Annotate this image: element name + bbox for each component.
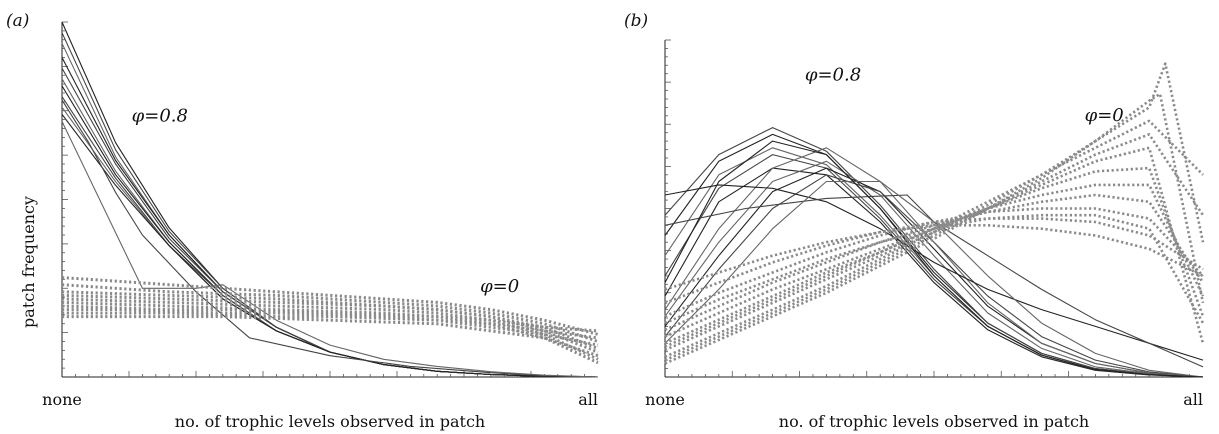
series-line-a-8 [61,106,599,378]
series-line-b-22 [664,133,1205,362]
series-line-a-11 [61,121,599,378]
series-line-b-1 [664,154,1204,378]
series-line-b-23 [664,119,1204,348]
series-line-b-12 [664,140,1204,378]
series-line-a-10 [61,99,599,378]
series-line-b-16 [664,166,1205,345]
series-line-b-10 [664,194,1204,368]
panel-label-a: (a) [6,11,29,31]
series-line-a-20 [62,311,599,347]
series-line-b-21 [664,224,1204,291]
series-line-a-9 [61,113,599,378]
series-line-b-8 [664,147,1204,378]
x-tick-label-all-a: all [578,390,598,409]
panel-a: (a) patch frequency none all no. of trop… [6,11,599,431]
series-line-a-13 [61,283,599,343]
series-line-b-19 [664,207,1204,318]
series-line-a-21 [62,315,599,358]
series-line-b-11 [664,180,1204,378]
annotation-phi-0-b: φ=0 [1085,105,1124,126]
x-axis-label-a: no. of trophic levels observed in patch [175,412,485,431]
x-tick-label-none-b: none [645,390,685,409]
x-tick-label-all-b: all [1183,390,1203,409]
series-line-b-20 [664,217,1204,305]
series-line-b-4 [664,127,1204,378]
series-line-a-1 [61,32,599,378]
series-line-a-18 [61,304,599,333]
panel-b: (b) none all no. of trophic levels obser… [624,11,1205,431]
series-line-b-24 [664,213,1205,325]
annotation-phi-0.8-b: φ=0.8 [805,64,861,85]
series-line-a-14 [61,290,599,350]
annotation-phi-0-a: φ=0 [480,276,519,297]
x-tick-label-none-a: none [42,390,82,409]
series-line-b-5 [664,160,1204,378]
series-line-a-19 [62,308,599,340]
series-line-a-16 [61,297,599,361]
series-line-a-17 [61,300,599,365]
series-line-b-9 [664,184,1204,361]
series-group-b [664,62,1205,378]
series-line-b-18 [664,193,1205,331]
series-group-a [61,21,599,378]
y-axis-label-a: patch frequency [19,196,38,328]
panel-label-b: (b) [624,11,648,31]
x-axis-label-b: no. of trophic levels observed in patch [779,412,1089,431]
annotation-phi-0.8-a: φ=0.8 [132,105,188,126]
series-line-a-12 [61,276,599,336]
series-line-b-0 [664,167,1204,378]
series-line-b-15 [664,146,1205,352]
